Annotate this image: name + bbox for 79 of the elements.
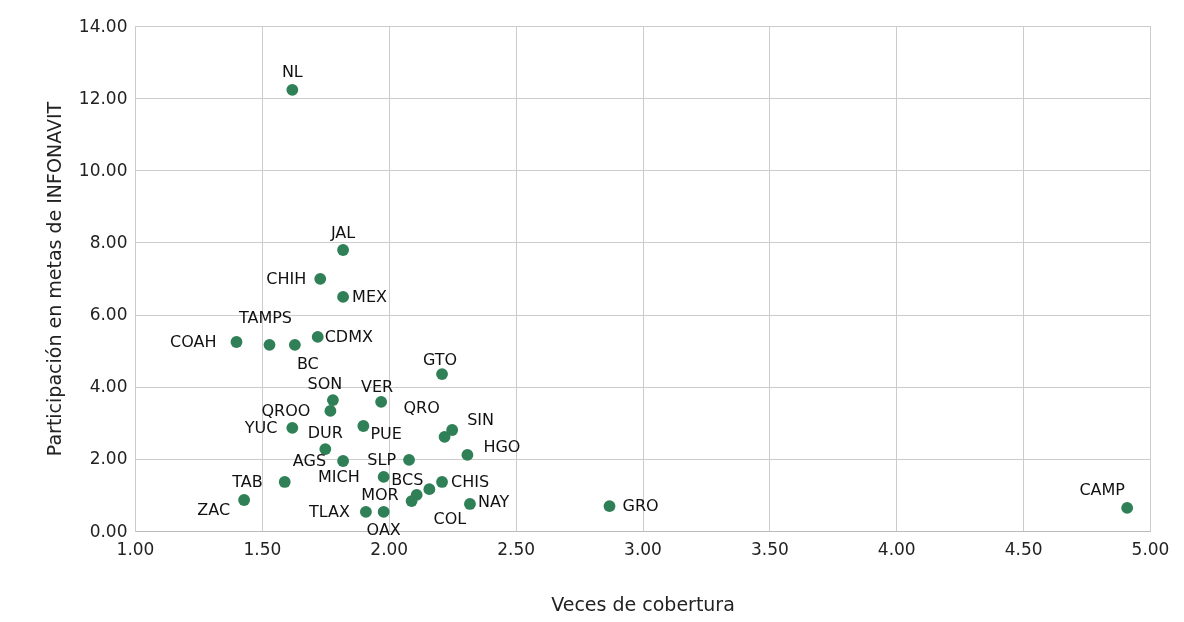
y-axis-title: Participación en metas de INFONAVIT (42, 101, 65, 457)
annotation: QROO (261, 400, 311, 420)
annotation: JAL (329, 223, 356, 242)
annotation: SON (307, 374, 343, 394)
point (360, 505, 372, 518)
point (230, 336, 243, 348)
annotation: MEX (352, 286, 387, 306)
annotation: COAH (170, 331, 217, 351)
y-tick-label: 2.00 (89, 448, 128, 469)
point (357, 420, 370, 432)
annotation: ZAC (197, 499, 231, 519)
point (464, 498, 476, 510)
point (311, 331, 324, 343)
y-tick-label: 6.00 (89, 304, 128, 325)
x-tick-label: 5.00 (1131, 538, 1170, 559)
annotation: TLAX (307, 501, 350, 521)
annotation: MOR (361, 484, 399, 504)
y-tick-label: 4.00 (89, 376, 128, 397)
annotation: BC (296, 353, 319, 373)
y-tick-label: 8.00 (89, 231, 128, 252)
annotation: GTO (422, 350, 458, 370)
point (288, 338, 301, 351)
point (337, 290, 349, 303)
annotation: COL (433, 509, 467, 529)
annotation: PUE (370, 424, 402, 444)
point (461, 448, 474, 461)
point (314, 272, 327, 285)
annotation: TAMPS (237, 307, 293, 327)
point (436, 476, 448, 488)
y-tick-label: 14.00 (78, 15, 128, 36)
annotation: OAX (366, 519, 401, 539)
point (438, 430, 451, 443)
x-tick-label: 4.00 (877, 538, 916, 559)
point (278, 476, 291, 488)
annotation: GRO (622, 496, 659, 516)
y-tick-label: 0.00 (89, 520, 128, 541)
annotation: NAY (477, 491, 510, 511)
annotation: DUR (307, 423, 343, 443)
point (1121, 502, 1134, 514)
point (377, 470, 390, 483)
point (375, 395, 388, 408)
annotation: CDMX (324, 326, 373, 346)
annotation: VER (361, 376, 394, 396)
point (446, 424, 459, 436)
x-tick-label: 3.00 (624, 538, 662, 559)
point (377, 505, 390, 518)
point (436, 368, 448, 380)
annotation: NL (281, 61, 303, 81)
point (337, 455, 349, 467)
point (286, 421, 299, 434)
annotation: CHIH (266, 268, 307, 288)
annotation: HGO (483, 436, 521, 456)
x-tick-label: 1.50 (243, 538, 282, 559)
x-tick-label: 1.00 (116, 538, 155, 559)
point (603, 500, 616, 513)
annotation: CAMP (1079, 479, 1126, 499)
x-tick-label: 2.00 (370, 538, 409, 559)
point (286, 83, 299, 96)
point (423, 483, 436, 496)
y-tick-label: 12.00 (78, 87, 128, 108)
point (238, 494, 251, 506)
annotation: YUC (243, 417, 278, 437)
annotation: QRO (403, 397, 440, 417)
point (403, 454, 415, 466)
point (405, 495, 418, 507)
x-tick-label: 4.50 (1004, 538, 1043, 559)
point (324, 404, 337, 417)
annotation: CHIS (451, 471, 490, 491)
point (337, 244, 349, 256)
x-axis-title: Veces de cobertura (551, 592, 735, 615)
x-tick-label: 2.50 (497, 538, 536, 559)
x-tick-label: 3.50 (750, 538, 789, 559)
point (263, 338, 276, 351)
annotation: SIN (467, 410, 495, 429)
annotation: SLP (367, 449, 397, 469)
y-tick-label: 10.00 (78, 159, 128, 180)
point (319, 443, 332, 456)
annotation: TAB (231, 471, 263, 491)
point (327, 394, 339, 406)
